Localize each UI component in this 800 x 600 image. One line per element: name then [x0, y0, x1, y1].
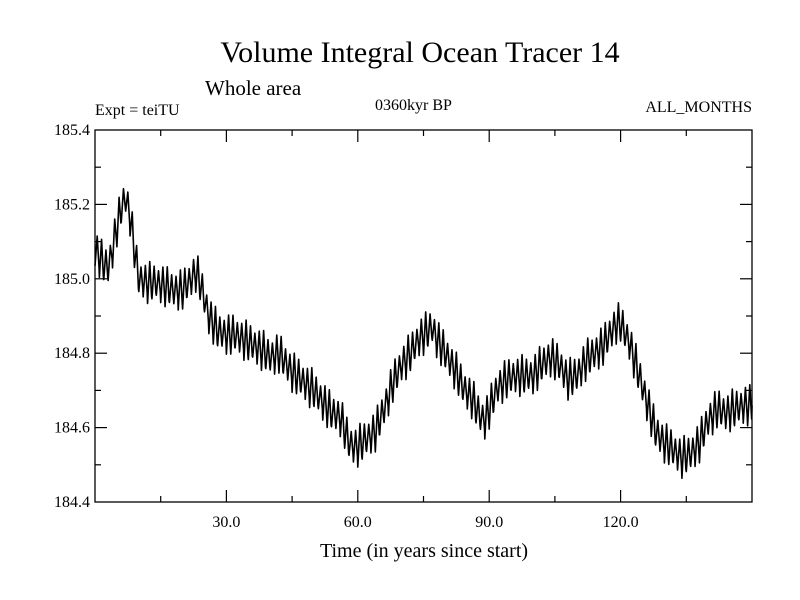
- chart-title: Volume Integral Ocean Tracer 14: [220, 36, 619, 69]
- axis-ticks: [95, 130, 752, 502]
- y-tick-label: 184.6: [54, 420, 90, 437]
- y-tick-label: 184.4: [54, 494, 90, 511]
- x-axis-label: Time (in years since start): [320, 540, 528, 562]
- months-label: ALL_MONTHS: [645, 99, 752, 116]
- chart-subtitle: Whole area: [205, 76, 302, 100]
- period-label: 0360kyr BP: [375, 97, 452, 114]
- series-line: [94, 187, 753, 480]
- y-tick-label: 185.4: [54, 122, 90, 139]
- plot-frame: [94, 129, 753, 503]
- x-tick-label: 60.0: [344, 514, 372, 531]
- axis-tick-labels: 30.0 60.0 90.0 120.0 184.4 184.6 184.8 185.0 185…: [54, 122, 639, 531]
- experiment-label: Expt = teiTU: [95, 102, 180, 119]
- y-tick-label: 184.8: [54, 345, 90, 362]
- x-tick-label: 120.0: [603, 514, 639, 531]
- x-tick-label: 30.0: [212, 514, 240, 531]
- y-tick-label: 185.2: [54, 196, 90, 213]
- x-tick-label: 90.0: [475, 514, 503, 531]
- y-tick-label: 185.0: [54, 271, 90, 288]
